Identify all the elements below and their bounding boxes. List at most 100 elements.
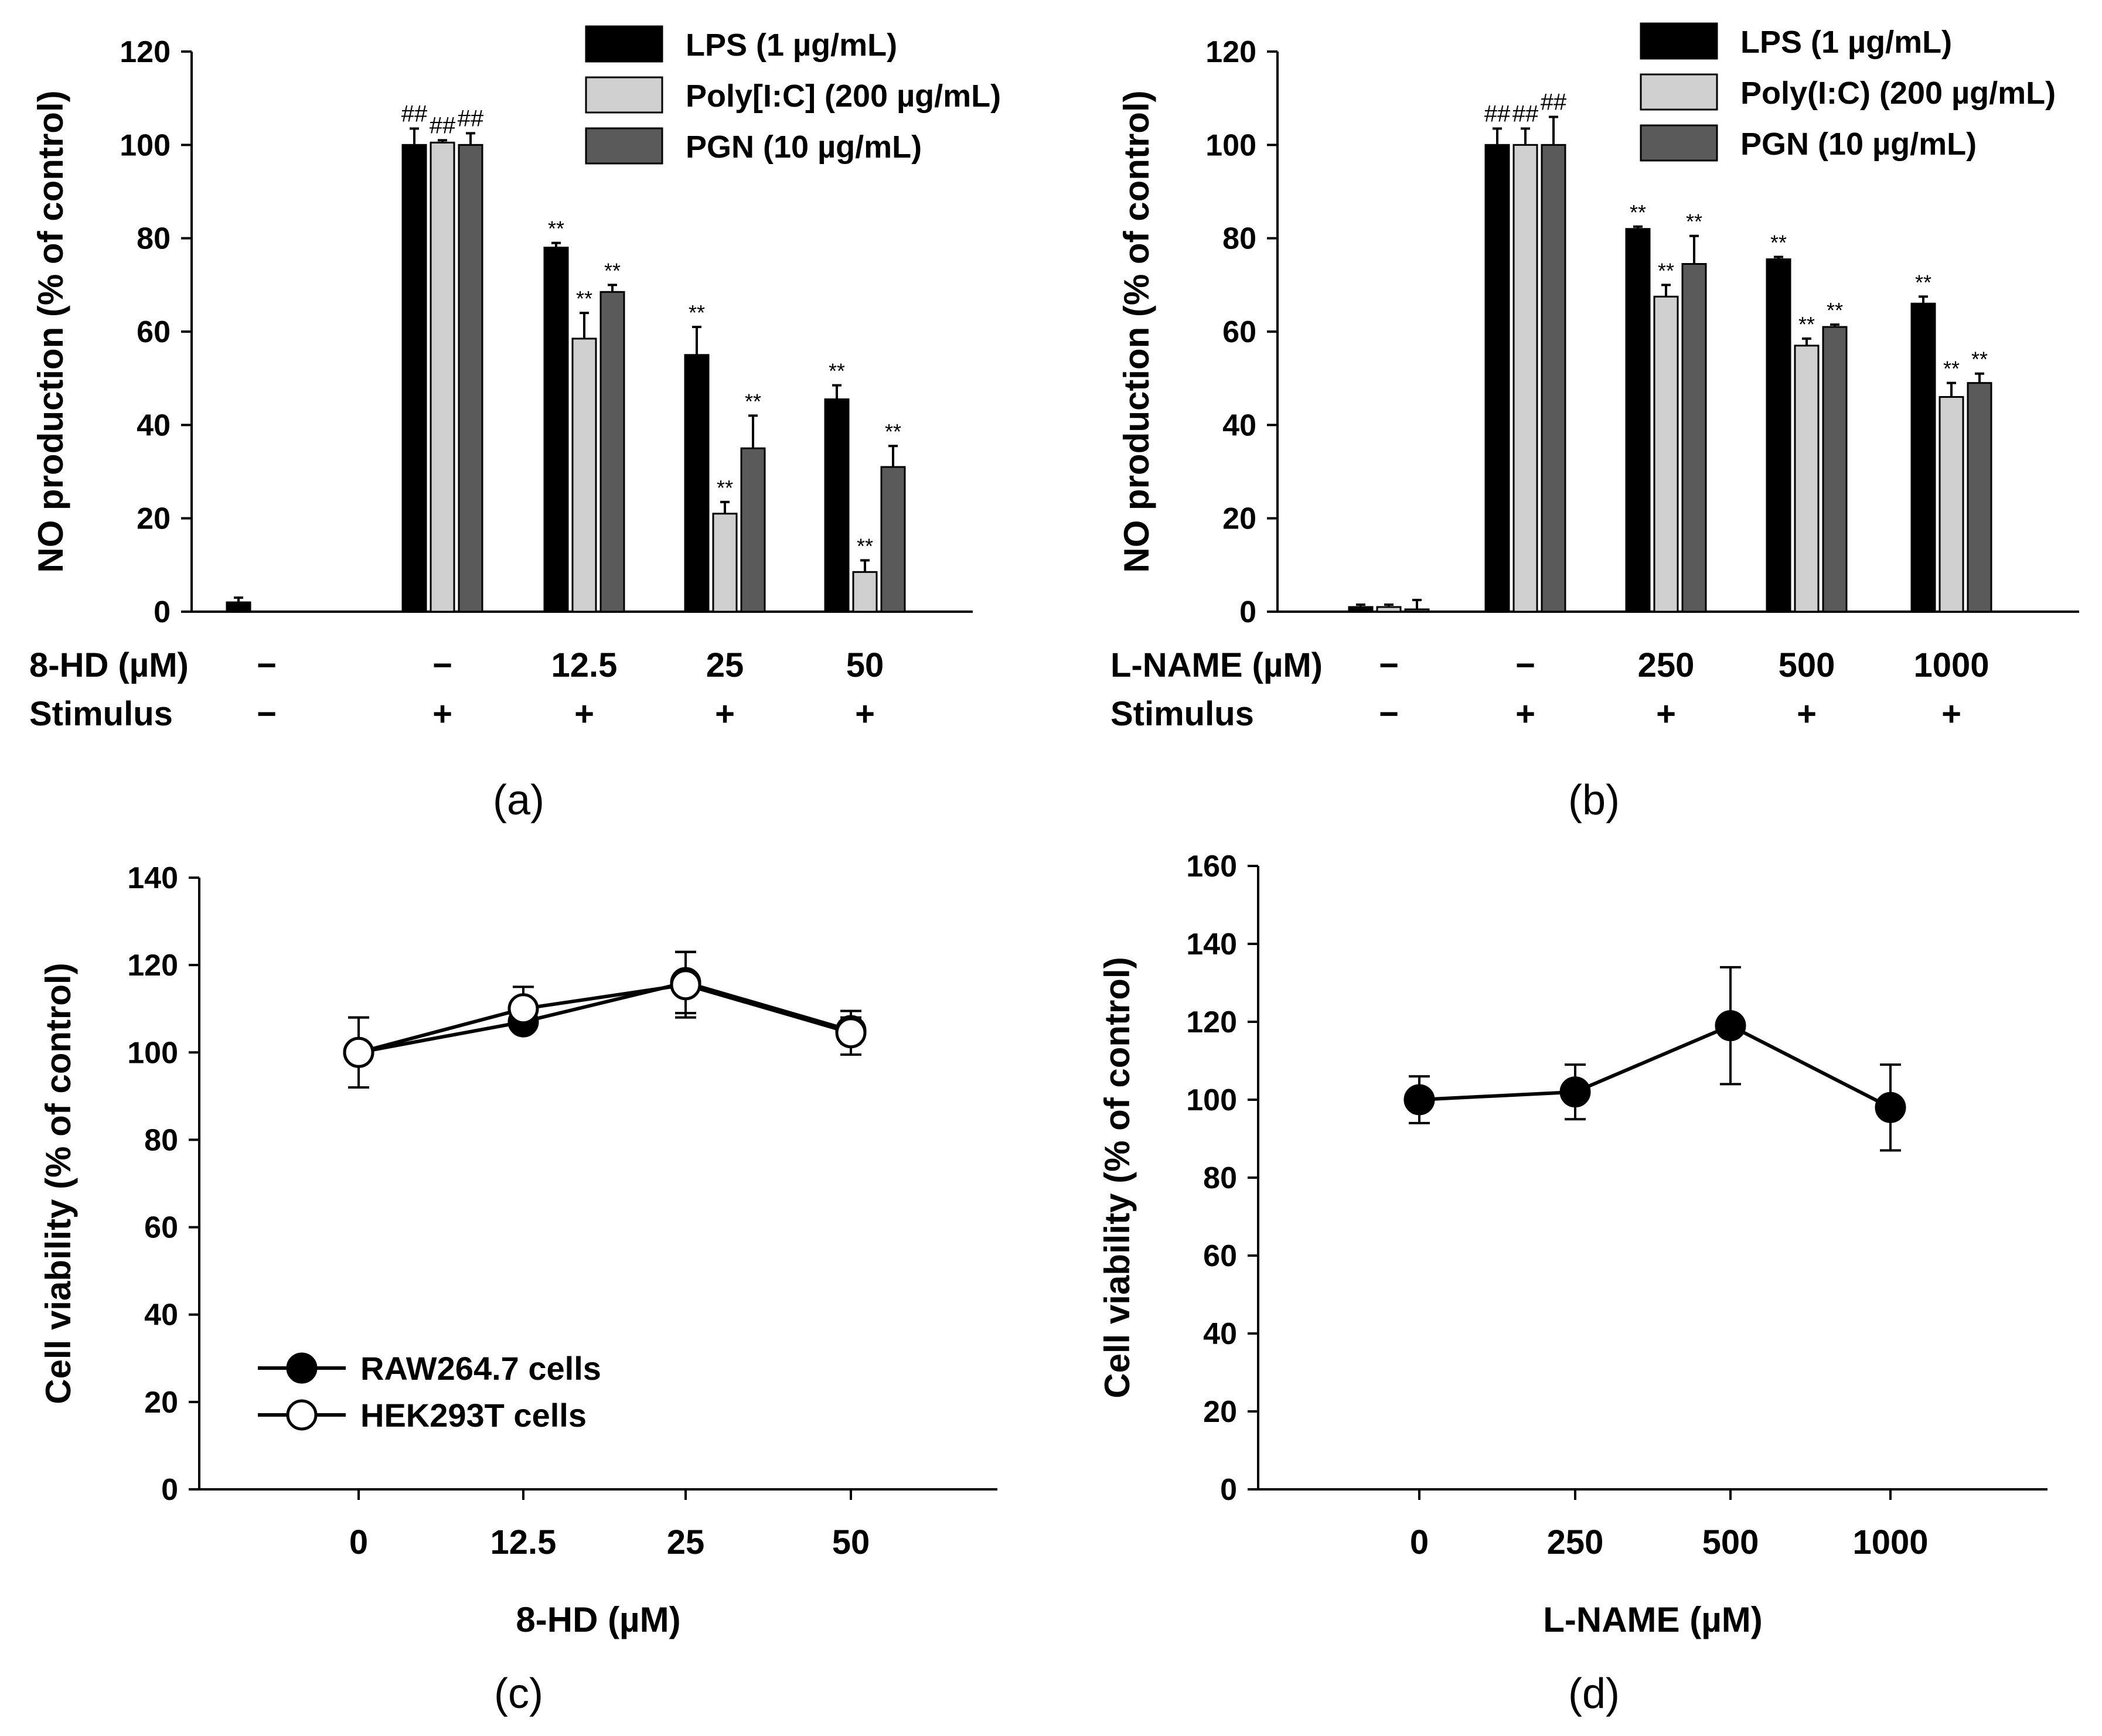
significance-stars: **	[885, 419, 901, 444]
stimulus-label: +	[1515, 695, 1535, 733]
x-tick-label: 500	[1702, 1523, 1759, 1561]
bar-pgn	[1681, 262, 1707, 613]
dose-label: −	[1515, 646, 1535, 684]
significance-stars: **	[829, 359, 845, 383]
y-tick-label: 100	[1205, 128, 1256, 162]
significance-stars: **	[1943, 357, 1960, 381]
dose-label: −	[1379, 646, 1399, 684]
significance-hash: ##	[401, 101, 428, 127]
panel-label: (c)	[494, 1670, 543, 1717]
marker-filled	[1403, 1084, 1435, 1116]
legend-polyic-swatch	[585, 76, 663, 114]
legend-raw-label: RAW264.7 cells	[360, 1350, 601, 1387]
y-tick-label: 40	[1222, 408, 1256, 442]
x-tick-label: 250	[1547, 1523, 1604, 1561]
y-tick-label: 140	[1186, 927, 1237, 961]
stimulus-label: −	[1379, 695, 1399, 733]
panel-d: 0 20 40 60 80 100 120 140 160 Cell viability (% o…	[1098, 850, 2048, 1717]
series-line	[1419, 1024, 1892, 1109]
y-tick-label: 100	[127, 1036, 178, 1070]
x-tick-label: 0	[1410, 1523, 1429, 1561]
significance-stars: **	[1658, 258, 1674, 282]
bar-lps	[226, 601, 251, 613]
panel-c: 0 20 40 60 80 100 120 140 Cell viability (% of c…	[39, 861, 997, 1717]
y-tick-label: 120	[120, 35, 171, 69]
x-tick-label: 25	[667, 1523, 705, 1561]
significance-stars: **	[1798, 312, 1815, 336]
y-tick-label: 100	[1186, 1083, 1237, 1117]
significance-stars: **	[1971, 347, 1988, 371]
marker-open	[835, 1017, 867, 1049]
significance-stars: **	[576, 287, 592, 311]
stimulus-label: −	[257, 695, 277, 733]
stimulus-label: +	[574, 695, 594, 733]
y-tick-label: 160	[1186, 850, 1237, 884]
significance-stars: **	[604, 258, 621, 282]
bar-lps	[1766, 258, 1791, 613]
stimulus-label: +	[855, 695, 875, 733]
y-tick-label: 120	[127, 949, 178, 983]
panel-label: (a)	[493, 777, 544, 824]
dose-label: 1000	[1913, 646, 1989, 684]
significance-hash: ##	[1512, 101, 1539, 127]
panel-label: (d)	[1568, 1670, 1620, 1717]
y-tick-label: 100	[120, 128, 171, 162]
marker-open	[343, 1036, 374, 1068]
stimulus-label: +	[432, 695, 452, 733]
dose-label: 250	[1638, 646, 1695, 684]
stimulus-label: +	[1941, 695, 1961, 733]
y-axis-title: NO production (% of control)	[31, 90, 70, 572]
bar-polyic	[430, 141, 455, 613]
y-tick-label: 20	[1203, 1395, 1237, 1429]
dose-label: −	[257, 646, 277, 684]
row-label-stimulus: Stimulus	[1110, 695, 1254, 733]
bar-lps	[1348, 606, 1374, 613]
bar-lps	[684, 354, 710, 613]
row-label-stimulus: Stimulus	[29, 695, 173, 733]
stimulus-label: +	[1797, 695, 1817, 733]
dose-label: 25	[706, 646, 744, 684]
bar-pgn	[599, 291, 625, 613]
y-tick-label: 140	[127, 861, 178, 895]
legend-polyic-swatch	[1640, 73, 1718, 111]
bar-lps	[1484, 144, 1510, 613]
bar-polyic	[1512, 144, 1538, 613]
y-axis-title: Cell viability (% of control)	[39, 963, 78, 1404]
y-tick-label: 20	[1222, 502, 1256, 536]
bar-lps	[543, 247, 569, 613]
legend-lps-swatch	[1640, 22, 1718, 60]
significance-stars: **	[857, 534, 873, 558]
legend-pgn-swatch	[585, 127, 663, 165]
y-tick-label: 0	[161, 1473, 178, 1507]
y-tick-label: 60	[137, 315, 171, 349]
bar-pgn	[1541, 144, 1566, 613]
stimulus-label: +	[715, 695, 735, 733]
x-axis-title: L-NAME (µM)	[1543, 1600, 1762, 1639]
y-tick-label: 40	[144, 1298, 178, 1332]
marker-filled	[1875, 1092, 1906, 1123]
x-tick-label: 1000	[1852, 1523, 1928, 1561]
y-tick-label: 0	[1220, 1473, 1237, 1507]
bar-polyic	[712, 513, 738, 613]
y-tick-label: 80	[137, 222, 171, 256]
bar-pgn	[1822, 326, 1848, 613]
bar-lps	[1910, 302, 1936, 613]
y-tick-label: 20	[144, 1386, 178, 1420]
significance-stars: **	[548, 217, 564, 241]
x-tick-label: 50	[832, 1523, 870, 1561]
marker-open	[670, 969, 701, 1001]
bar-pgn	[1404, 608, 1430, 613]
bar-pgn	[1967, 382, 1992, 613]
y-tick-label: 0	[154, 595, 171, 629]
y-tick-label: 0	[1239, 595, 1256, 629]
bar-polyic	[571, 337, 597, 613]
legend-hek-marker	[286, 1399, 318, 1431]
legend-hek-label: HEK293T cells	[360, 1397, 587, 1434]
marker-filled	[1559, 1076, 1591, 1108]
panel-label: (b)	[1568, 777, 1620, 824]
dose-label: −	[432, 646, 452, 684]
y-tick-label: 60	[144, 1211, 178, 1245]
legend-pgn-label: PGN (10 µg/mL)	[686, 129, 922, 165]
y-tick-label: 120	[1186, 1005, 1237, 1039]
